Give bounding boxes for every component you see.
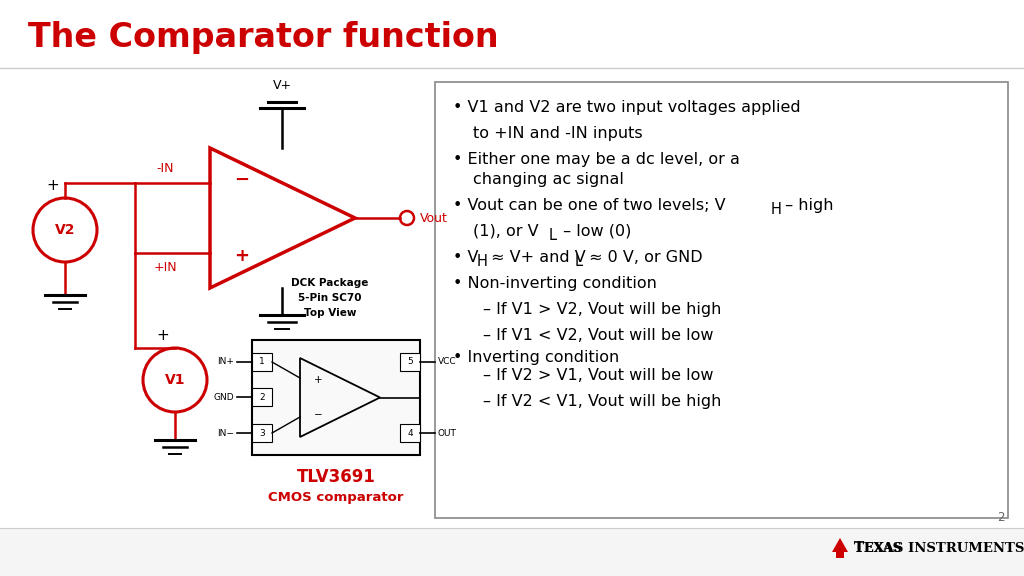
Text: ≈ 0 V, or GND: ≈ 0 V, or GND xyxy=(584,250,702,265)
Text: – If V2 > V1, Vout will be low: – If V2 > V1, Vout will be low xyxy=(483,368,714,383)
Text: TEXAS INSTRUMENTS: TEXAS INSTRUMENTS xyxy=(854,541,1024,555)
Text: V1: V1 xyxy=(165,373,185,387)
Text: OUT: OUT xyxy=(438,429,457,438)
Text: The Comparator function: The Comparator function xyxy=(28,21,499,55)
Text: – If V1 < V2, Vout will be low: – If V1 < V2, Vout will be low xyxy=(483,328,714,343)
Bar xyxy=(400,353,420,371)
Text: – If V1 > V2, Vout will be high: – If V1 > V2, Vout will be high xyxy=(483,302,721,317)
Text: H: H xyxy=(771,202,782,217)
Text: V2: V2 xyxy=(54,223,75,237)
Text: +IN: +IN xyxy=(154,261,177,274)
Polygon shape xyxy=(831,538,848,558)
Text: IN−: IN− xyxy=(217,429,234,438)
Text: 1: 1 xyxy=(259,358,265,366)
Text: H: H xyxy=(477,254,487,269)
Text: +: + xyxy=(313,375,323,385)
Text: TLV3691: TLV3691 xyxy=(297,468,376,486)
Text: L: L xyxy=(575,254,583,269)
Text: T: T xyxy=(854,541,864,555)
Text: 3: 3 xyxy=(259,429,265,438)
Text: 2: 2 xyxy=(259,392,265,401)
Bar xyxy=(252,353,272,371)
Text: −: − xyxy=(234,171,250,189)
Text: Vout: Vout xyxy=(420,211,447,225)
Text: DCK Package: DCK Package xyxy=(291,278,369,288)
Text: • Non-inverting condition: • Non-inverting condition xyxy=(453,276,656,291)
Text: – low (0): – low (0) xyxy=(558,224,632,239)
Text: CMOS comparator: CMOS comparator xyxy=(268,491,403,503)
Bar xyxy=(435,82,1008,518)
Text: • Vout can be one of two levels; V: • Vout can be one of two levels; V xyxy=(453,198,726,213)
Text: +: + xyxy=(234,247,250,265)
Text: -IN: -IN xyxy=(157,162,174,175)
Text: EXAS: EXAS xyxy=(864,541,906,555)
Text: 5-Pin SC70: 5-Pin SC70 xyxy=(298,293,361,303)
Bar xyxy=(252,388,272,406)
Text: – high: – high xyxy=(780,198,834,213)
Text: IN+: IN+ xyxy=(217,358,234,366)
Text: Top View: Top View xyxy=(304,308,356,318)
Text: • Either one may be a dc level, or a: • Either one may be a dc level, or a xyxy=(453,152,740,167)
Text: VCC: VCC xyxy=(438,358,457,366)
Bar xyxy=(252,424,272,442)
Bar xyxy=(400,424,420,442)
Text: (1), or V: (1), or V xyxy=(473,224,539,239)
Text: – If V2 < V1, Vout will be high: – If V2 < V1, Vout will be high xyxy=(483,394,721,409)
Text: changing ac signal: changing ac signal xyxy=(473,172,624,187)
Text: −: − xyxy=(313,410,323,420)
Text: +: + xyxy=(157,328,169,343)
Text: • V: • V xyxy=(453,250,478,265)
Text: L: L xyxy=(549,228,557,243)
Text: 5: 5 xyxy=(408,358,413,366)
Circle shape xyxy=(400,211,414,225)
Text: ≈ V+ and V: ≈ V+ and V xyxy=(486,250,586,265)
Text: 2: 2 xyxy=(997,511,1005,524)
Text: +: + xyxy=(47,178,59,193)
Text: V+: V+ xyxy=(272,79,292,92)
Text: 4: 4 xyxy=(408,429,413,438)
Bar xyxy=(0,528,1024,576)
Text: • Inverting condition: • Inverting condition xyxy=(453,350,620,365)
Bar xyxy=(252,340,420,455)
Text: to +IN and -IN inputs: to +IN and -IN inputs xyxy=(473,126,643,141)
Text: GND: GND xyxy=(213,392,234,401)
Text: • V1 and V2 are two input voltages applied: • V1 and V2 are two input voltages appli… xyxy=(453,100,801,115)
